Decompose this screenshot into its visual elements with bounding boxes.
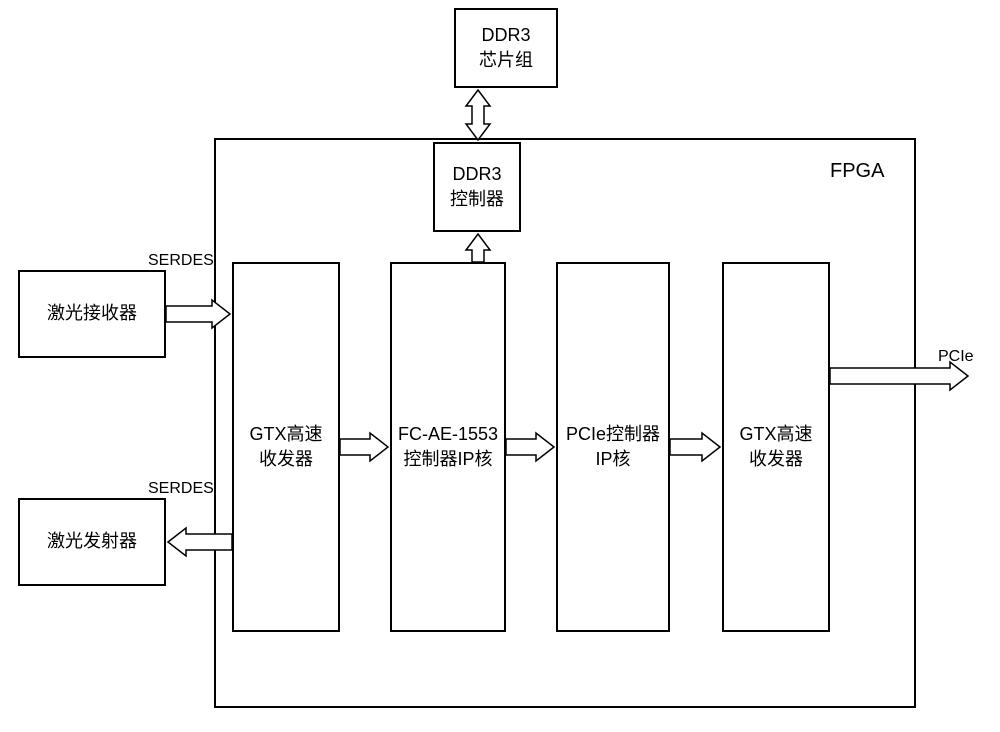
pcie-out-label: PCIe — [938, 348, 974, 366]
gtx1-label: GTX高速收发器 — [249, 422, 322, 472]
ddr3-chipset-block: DDR3芯片组 — [454, 8, 558, 88]
fc-ae-1553-ip-block: FC-AE-1553控制器IP核 — [390, 262, 506, 632]
laser-receiver-block: 激光接收器 — [18, 270, 166, 358]
serdes-rx-label: SERDES — [148, 252, 214, 270]
serdes-tx-label: SERDES — [148, 480, 214, 498]
ddr3-chipset-label: DDR3芯片组 — [479, 23, 533, 73]
gtx-transceiver-1-block: GTX高速收发器 — [232, 262, 340, 632]
arrow-ddr3-double — [466, 90, 490, 140]
fpga-label: FPGA — [830, 160, 884, 183]
ddr3-controller-label: DDR3控制器 — [450, 162, 504, 212]
laser-receiver-label: 激光接收器 — [47, 301, 137, 326]
gtx-transceiver-2-block: GTX高速收发器 — [722, 262, 830, 632]
pcie-controller-ip-block: PCIe控制器IP核 — [556, 262, 670, 632]
pcie-ip-label: PCIe控制器IP核 — [566, 422, 660, 472]
laser-transmitter-label: 激光发射器 — [47, 529, 137, 554]
laser-transmitter-block: 激光发射器 — [18, 498, 166, 586]
ddr3-controller-block: DDR3控制器 — [433, 142, 521, 232]
fc-ip-label: FC-AE-1553控制器IP核 — [398, 422, 498, 472]
gtx2-label: GTX高速收发器 — [739, 422, 812, 472]
